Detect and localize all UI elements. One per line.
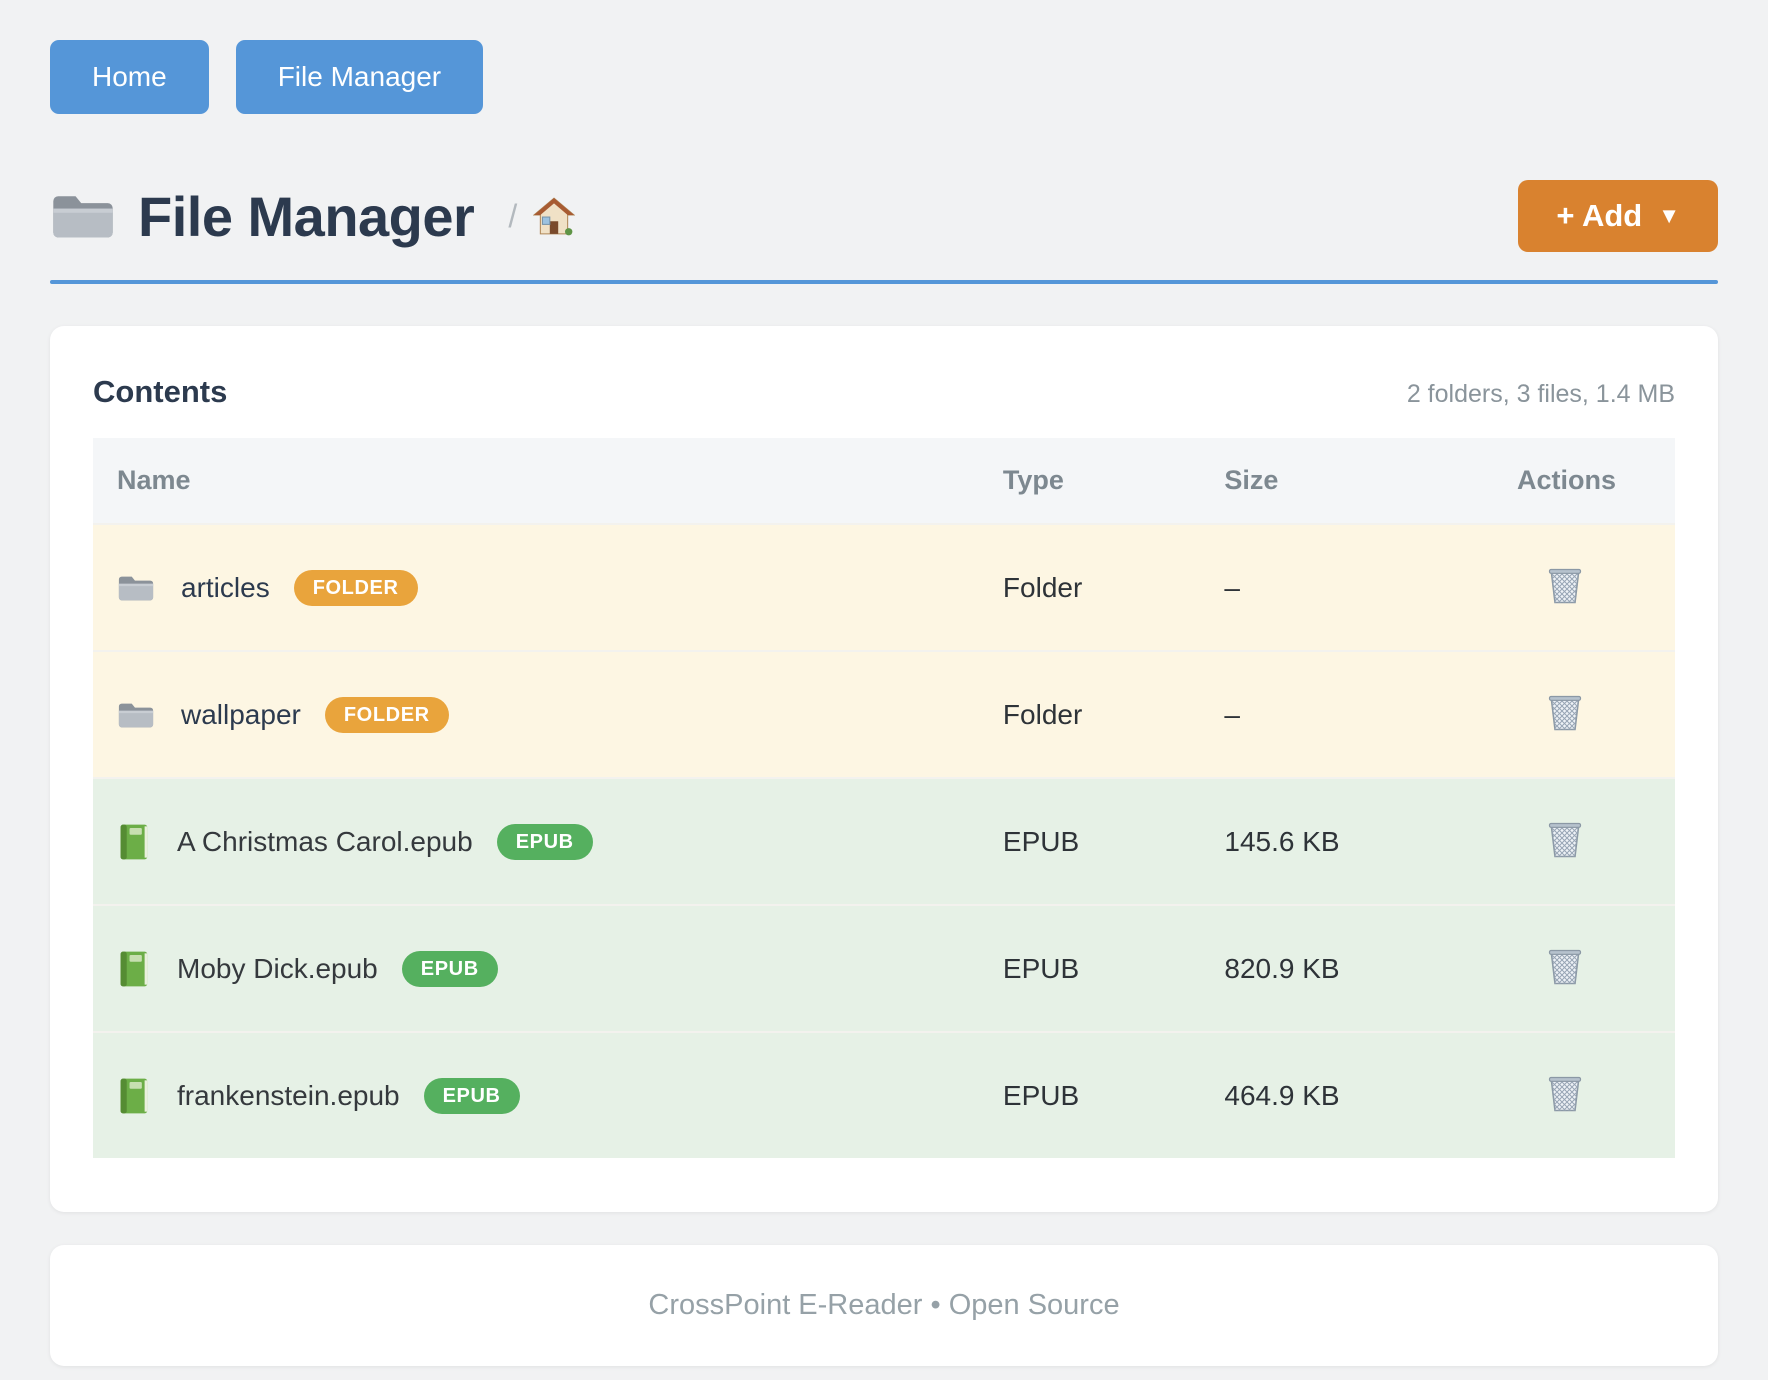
file-name: wallpaper [181, 698, 301, 730]
trash-icon [1547, 822, 1583, 861]
file-type: EPUB [978, 777, 1201, 905]
delete-button[interactable] [1517, 818, 1583, 858]
file-size: 464.9 KB [1200, 1031, 1494, 1158]
delete-button[interactable] [1517, 564, 1583, 604]
table-row[interactable]: A Christmas Carol.epub EPUB EPUB 145.6 K… [93, 777, 1675, 905]
nav-home-button[interactable]: Home [50, 40, 209, 114]
trash-icon [1547, 568, 1583, 607]
column-header-size: Size [1200, 438, 1494, 524]
add-button-label: + Add [1556, 198, 1643, 233]
footer-card: CrossPoint E-Reader • Open Source [50, 1245, 1718, 1366]
title-divider [50, 280, 1718, 284]
file-name: Moby Dick.epub [177, 952, 378, 984]
add-button[interactable]: + Add ▼ [1518, 180, 1718, 252]
nav-file-manager-button[interactable]: File Manager [235, 40, 484, 114]
file-type: Folder [978, 650, 1201, 778]
book-icon [117, 823, 151, 861]
table-row[interactable]: frankenstein.epub EPUB EPUB 464.9 KB [93, 1031, 1675, 1158]
folder-icon [117, 571, 155, 605]
file-name: articles [181, 571, 270, 603]
type-badge: EPUB [401, 950, 498, 987]
page-header: File Manager / + Add ▼ [50, 180, 1718, 252]
column-header-name: Name [93, 438, 979, 524]
delete-button[interactable] [1517, 691, 1583, 731]
file-type: Folder [978, 523, 1201, 651]
column-header-type: Type [978, 438, 1201, 524]
trash-icon [1547, 695, 1583, 734]
delete-button[interactable] [1517, 1072, 1583, 1112]
file-table: Name Type Size Actions articles FOLDER F… [93, 438, 1675, 1158]
file-name: A Christmas Carol.epub [177, 825, 473, 857]
file-table-body: articles FOLDER Folder – [93, 523, 1675, 1158]
top-nav: Home File Manager [50, 40, 1718, 114]
contents-summary: 2 folders, 3 files, 1.4 MB [1406, 380, 1675, 408]
delete-button[interactable] [1517, 945, 1583, 985]
table-header-row: Name Type Size Actions [93, 438, 1675, 524]
page-title: File Manager [138, 184, 475, 248]
file-name: frankenstein.epub [177, 1079, 400, 1111]
chevron-down-icon: ▼ [1658, 203, 1680, 228]
file-size: – [1200, 650, 1494, 778]
table-row[interactable]: articles FOLDER Folder – [93, 523, 1675, 651]
type-badge: EPUB [423, 1077, 520, 1114]
type-badge: EPUB [496, 823, 593, 860]
book-icon [117, 950, 151, 988]
folder-icon [50, 188, 116, 244]
file-type: EPUB [978, 904, 1201, 1032]
book-icon [117, 1077, 151, 1115]
breadcrumb-separator: / [508, 197, 518, 234]
type-badge: FOLDER [324, 696, 449, 733]
file-size: 145.6 KB [1200, 777, 1494, 905]
contents-card: Contents 2 folders, 3 files, 1.4 MB Name… [50, 326, 1718, 1212]
table-row[interactable]: wallpaper FOLDER Folder – [93, 650, 1675, 778]
home-icon[interactable] [532, 196, 576, 236]
column-header-actions: Actions [1493, 438, 1675, 524]
table-row[interactable]: Moby Dick.epub EPUB EPUB 820.9 KB [93, 904, 1675, 1032]
folder-icon [117, 698, 155, 732]
footer-text: CrossPoint E-Reader • Open Source [648, 1289, 1120, 1321]
file-type: EPUB [978, 1031, 1201, 1158]
trash-icon [1547, 949, 1583, 988]
contents-heading: Contents [93, 374, 228, 409]
file-size: – [1200, 523, 1494, 651]
type-badge: FOLDER [293, 569, 418, 606]
trash-icon [1547, 1076, 1583, 1115]
file-size: 820.9 KB [1200, 904, 1494, 1032]
